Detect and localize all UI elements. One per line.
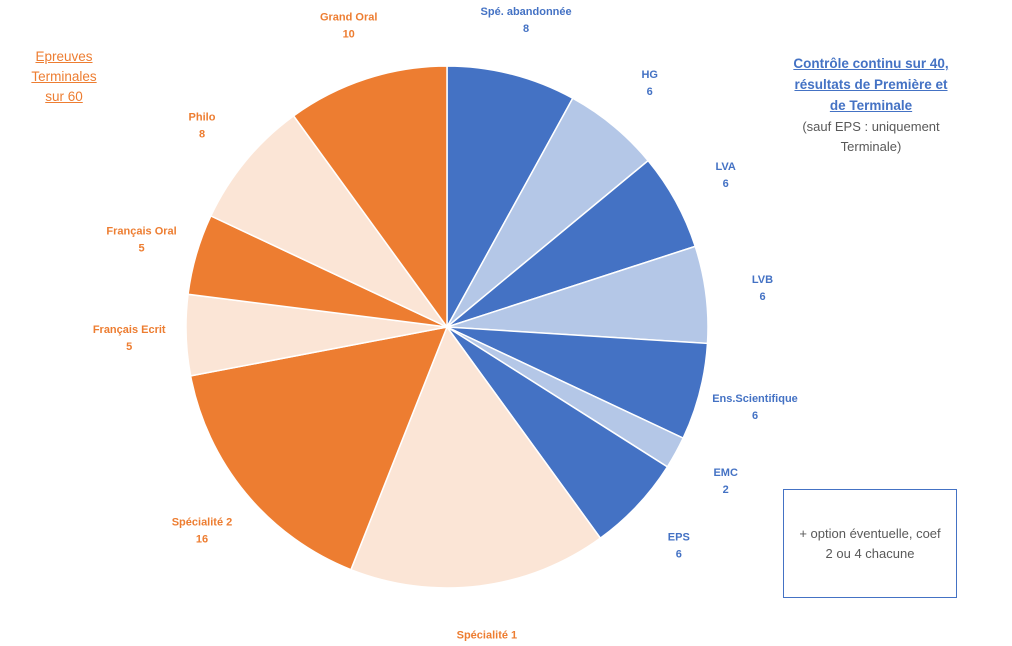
pie-slice [446,65,574,328]
slice-value-label: 5 [126,341,132,353]
option-box: + option éventuelle, coef 2 ou 4 chacune [783,489,957,598]
slice-label: Spécialité 1 [457,630,518,642]
continuous-assessment-note: Contrôle continu sur 40, résultats de Pr… [776,53,966,157]
slice-value-label: 2 [723,484,729,496]
slice-label: LVB [752,274,773,286]
slice-value-label: 6 [752,410,758,422]
slice-value-label: 8 [523,23,529,35]
slice-label: LVA [716,161,736,173]
slice-value-label: 5 [139,242,145,254]
slice-label: Philo [189,111,216,123]
pie-slice [292,65,448,330]
slice-label: Grand Oral [320,12,377,24]
pie-slice [189,326,449,571]
slice-label: EPS [668,532,690,544]
continuous-assessment-title-line: Contrôle continu sur 40, [793,56,949,71]
pie-slices [185,65,709,589]
slice-label: Spécialité 2 [172,517,233,529]
slice-value-label: 6 [647,86,653,98]
slice-value-label: 8 [199,128,205,140]
continuous-assessment-title-line: de Terminale [829,98,913,113]
slice-label: Français Ecrit [93,324,166,336]
pie-slice [209,114,448,328]
slice-value-label: 10 [343,29,355,41]
final-exams-note-line: Epreuves [35,49,93,64]
final-exams-note: Epreuves Terminales sur 60 [18,47,110,107]
pie-labels: Spé. abandonnée 8 HG 6 LVA 6 LVB 6 Ens.Scientifi… [93,6,798,642]
slice-label: EMC [713,467,738,479]
slice-label: Spé. abandonnée [481,6,572,18]
option-text: + option éventuelle, coef 2 ou 4 chacune [799,525,941,561]
slice-label: Ens.Scientifique [712,393,798,405]
slice-value-label: 6 [759,291,765,303]
final-exams-note-line: sur 60 [45,89,83,104]
final-exams-note-line: Terminales [31,69,97,84]
slice-value-label: 16 [196,534,208,546]
continuous-assessment-title-line: résultats de Première et [794,77,948,92]
slice-value-label: 6 [723,178,729,190]
slice-label: Français Oral [106,225,176,237]
continuous-assessment-subtitle-line: Terminale) [840,139,902,154]
pie-slice [349,325,602,589]
slice-value-label: 6 [676,549,682,561]
continuous-assessment-subtitle-line: (sauf EPS : uniquement [802,119,940,134]
slice-label: HG [641,69,658,81]
